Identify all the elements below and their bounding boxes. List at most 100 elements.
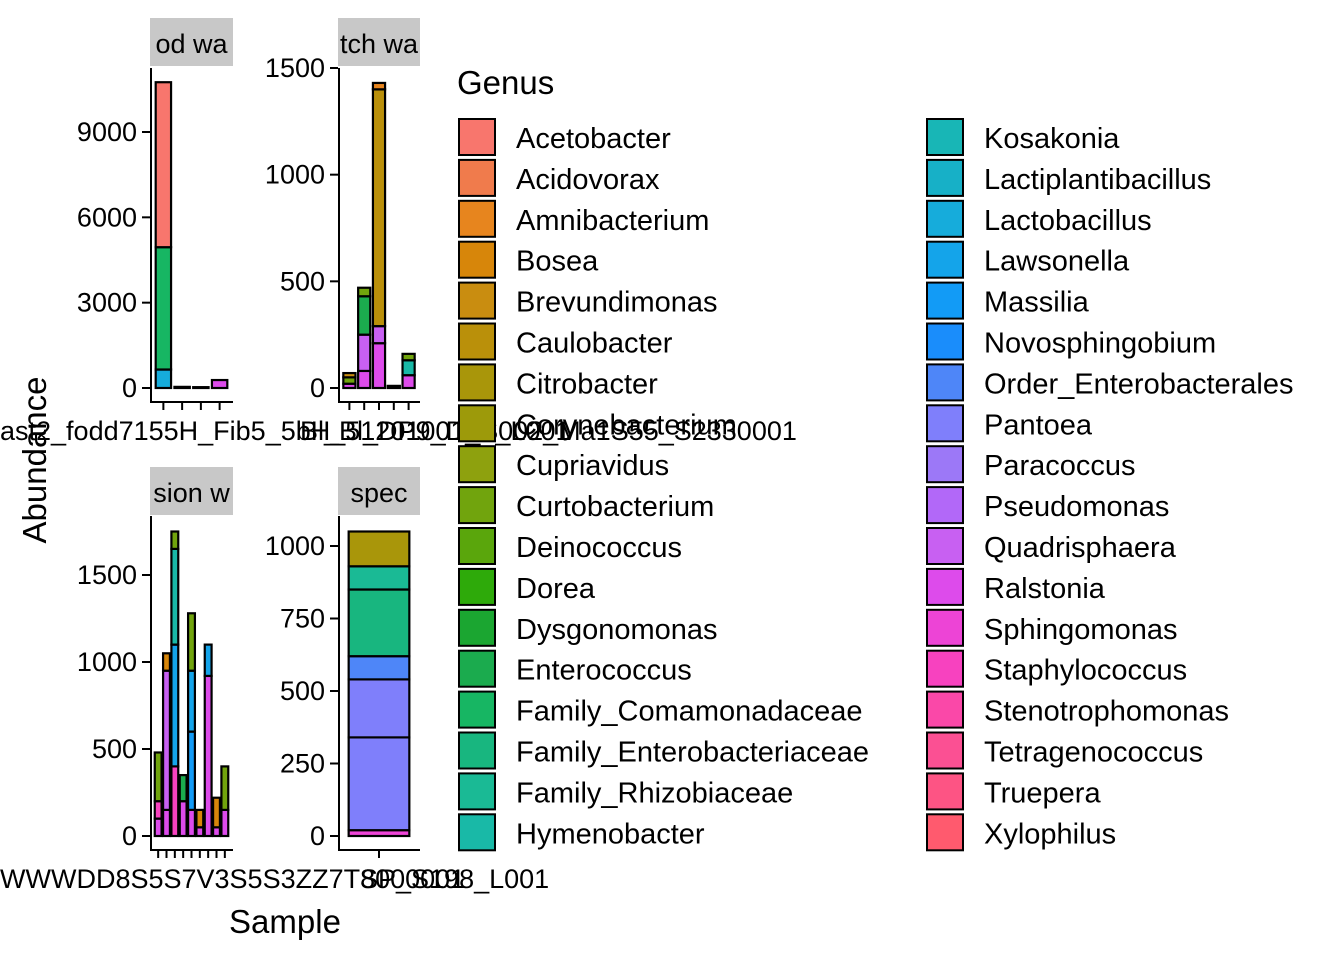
legend-entry: Corynebacterium [458,404,737,443]
facet-panels: od wa0300060009000ast2_fodd7155H_Fib5_5b… [0,18,797,894]
bar-segment [347,565,411,591]
facet-strip-label: spec [350,478,407,508]
bar [192,386,210,390]
facet-strip-background [150,18,233,66]
legend-swatch [926,690,964,729]
facet-strip-background [338,467,420,515]
legend-swatch [926,281,964,320]
legend-label: Curtobacterium [516,491,714,523]
legend-swatch [458,813,496,852]
legend-entry: Curtobacterium [458,486,714,525]
legend-entry: Cupriavidus [458,445,669,484]
legend-label: Tetragenococcus [984,737,1203,769]
legend-label: Caulobacter [516,328,673,360]
legend-label: Family_Enterobacteriaceae [516,737,869,769]
legend-swatch [926,731,964,770]
legend-entry: Xylophilus [926,813,1116,852]
legend-swatch [458,158,496,197]
legend-label: Brevundimonas [516,287,718,319]
legend-swatch [458,690,496,729]
legend-entry: Citrobacter [458,363,658,402]
bar-segment [401,374,416,390]
bar-segment [154,368,173,390]
bar-segment [173,385,191,390]
bar-segment [170,530,180,550]
legend-entry: Bosea [458,240,599,279]
legend-swatch [458,118,496,156]
facet-strip: od wa [150,18,233,66]
legend-swatch [458,567,496,606]
legend-swatch [458,322,496,361]
bar-segment [347,530,411,568]
bar [220,765,230,838]
facet-strip-background [150,467,233,515]
y-tick-label: 500 [280,676,325,706]
bar-segment [371,81,387,91]
y-tick-label: 3000 [77,288,137,318]
legend-label: Citrobacter [516,368,658,400]
x-axis-title: Sample [229,903,341,940]
legend-label: Acidovorax [516,164,660,196]
bar-segment [195,826,205,838]
legend-entry: Amnibacterium [458,199,709,238]
legend-swatch [926,404,964,443]
legend-swatch [926,772,964,811]
bar-segment [211,796,222,829]
legend: Genus Acetobacter Acidovorax Amnibacterium B… [457,64,1294,852]
legend-label: Sphingomonas [984,614,1177,646]
legend-swatch [458,363,496,402]
legend-swatch [458,281,496,320]
bar [342,371,357,390]
legend-label: Novosphingobium [984,328,1216,360]
legend-entry: Massilia [926,281,1090,320]
bar-segment [220,765,230,812]
legend-entry: Pantoea [926,404,1093,443]
facet-strip-background [338,18,420,66]
bar-segment [170,765,180,838]
x-tick-labels: Bl_Bl_DP9_D_S002_Ma1S55_S2330001 [300,416,797,446]
legend-label: Deinococcus [516,532,682,564]
bar-segment [186,669,197,733]
legend-swatch [458,240,496,279]
legend-swatch [458,404,496,443]
bar [401,352,416,390]
bar-segment [347,678,411,739]
legend-entry: Lactobacillus [926,199,1152,238]
legend-swatch [926,813,964,852]
bar-segment [186,612,197,672]
legend-swatch [926,527,964,565]
bar-segment [192,386,210,390]
bar-segment [357,295,372,336]
bar-segment [371,325,387,345]
legend-label: Truepera [984,777,1101,809]
bar [170,530,180,838]
legend-entry: Paracoccus [926,445,1136,484]
legend-entry: Lawsonella [926,240,1130,279]
legend-entry: Ralstonia [926,567,1106,606]
bar-segment [357,369,372,390]
bar-segment [186,808,197,838]
bar [357,286,372,390]
bar-segment [347,736,411,832]
legend-label: Amnibacterium [516,205,709,237]
legend-label: Hymenobacter [516,818,705,850]
bar-segment [342,371,357,379]
bar-segment [195,808,205,829]
legend-swatch [458,731,496,770]
legend-swatch [926,608,964,647]
y-tick-label: 9000 [77,117,137,147]
legend-label: Ralstonia [984,573,1106,605]
legend-swatch [926,486,964,525]
legend-swatch [926,118,964,156]
bar [347,530,411,838]
legend-label: Order_Enterobacterales [984,368,1294,400]
y-tick-label: 1000 [265,531,325,561]
legend-label: Corynebacterium [516,409,737,441]
bar-segment [357,333,372,373]
legend-swatch [926,445,964,484]
y-tick-label: 0 [122,821,137,851]
legend-label: Massilia [984,287,1090,319]
legend-entry: Novosphingobium [926,322,1216,361]
bar-segment [178,800,188,838]
